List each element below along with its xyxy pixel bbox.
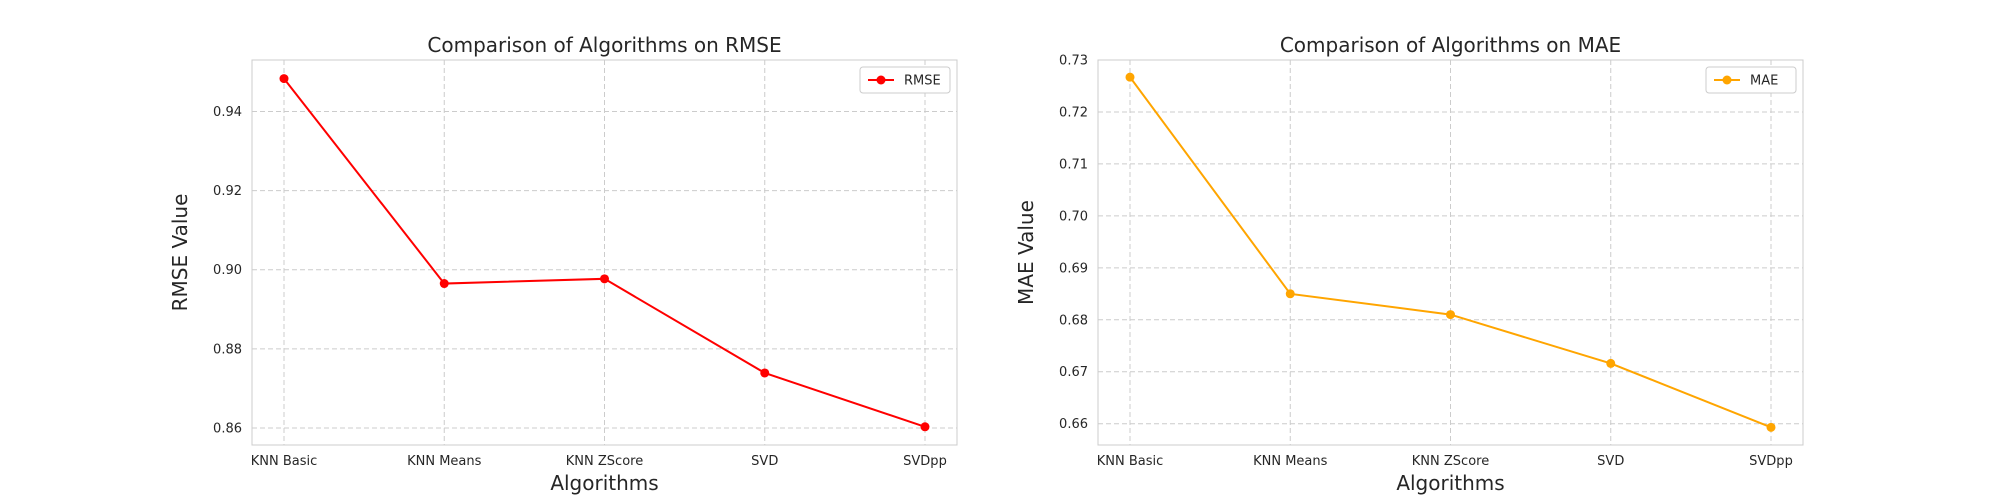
x-axis-label: Algorithms: [1396, 471, 1504, 495]
legend-box: [859, 66, 951, 94]
rmse-chart: Comparison of Algorithms on RMSE KNN Bas…: [168, 33, 958, 495]
legend: RMSE: [859, 66, 951, 94]
x-tick-label: KNN Basic: [1097, 454, 1164, 469]
x-tick-label: KNN ZScore: [1412, 454, 1489, 469]
x-tick-labels: KNN Basic KNN Means KNN ZScore SVD SVDpp: [1097, 454, 1793, 469]
y-axis-label: MAE Value: [1014, 200, 1038, 305]
y-gridlines: [1098, 59, 1803, 425]
y-tick-label: 0.66: [1059, 417, 1088, 432]
data-point: [600, 274, 609, 284]
data-point: [920, 422, 930, 432]
y-tick-label: 0.72: [1059, 105, 1088, 120]
chart-title: Comparison of Algorithms on RMSE: [427, 33, 781, 57]
x-gridlines: [283, 60, 926, 445]
x-tick-label: SVD: [751, 454, 778, 469]
legend-box: [1705, 66, 1797, 94]
y-axis-label: RMSE Value: [168, 194, 192, 312]
y-tick-label: 0.69: [1059, 261, 1088, 276]
y-tick-label: 0.68: [1059, 313, 1088, 328]
data-point: [279, 74, 289, 84]
x-gridlines: [1129, 60, 1772, 445]
data-point: [1766, 422, 1776, 432]
x-axis-label: Algorithms: [550, 471, 658, 495]
data-point: [1285, 289, 1295, 299]
legend-label: RMSE: [904, 74, 941, 89]
x-tick-labels: KNN Basic KNN Means KNN ZScore SVD SVDpp: [251, 454, 947, 469]
data-point: [439, 279, 449, 289]
legend: MAE: [1705, 66, 1797, 94]
series-layer: [279, 74, 930, 432]
y-tick-label: 0.73: [1059, 54, 1088, 69]
series-layer: [1125, 72, 1776, 432]
chart-title: Comparison of Algorithms on MAE: [1280, 33, 1621, 57]
data-point: [1125, 72, 1135, 82]
y-tick-labels: 0.66 0.67 0.68 0.69 0.70 0.71 0.72 0.73: [1059, 54, 1088, 433]
legend-marker: [1722, 75, 1732, 85]
y-tick-label: 0.94: [213, 105, 242, 120]
y-gridlines: [252, 110, 957, 429]
legend-marker: [876, 75, 886, 85]
y-tick-labels: 0.86 0.88 0.90 0.92 0.94: [213, 105, 242, 437]
x-tick-label: KNN Means: [1253, 454, 1328, 469]
y-tick-label: 0.90: [213, 263, 242, 278]
y-tick-label: 0.67: [1059, 365, 1088, 380]
y-tick-label: 0.86: [213, 421, 242, 436]
x-tick-label: KNN Means: [407, 454, 482, 469]
x-tick-label: SVD: [1597, 454, 1624, 469]
y-tick-label: 0.70: [1059, 209, 1088, 224]
y-tick-label: 0.92: [213, 184, 242, 199]
data-point: [760, 368, 770, 378]
x-tick-label: SVDpp: [1749, 454, 1793, 469]
data-point: [1446, 310, 1455, 320]
y-tick-label: 0.88: [213, 342, 242, 357]
legend-label: MAE: [1750, 74, 1778, 89]
y-tick-label: 0.71: [1059, 157, 1088, 172]
x-tick-label: KNN ZScore: [566, 454, 643, 469]
x-tick-label: SVDpp: [903, 454, 947, 469]
data-point: [1606, 358, 1616, 368]
mae-chart: Comparison of Algorithms on MAE KNN Basi…: [1014, 33, 1804, 495]
x-tick-label: KNN Basic: [251, 454, 318, 469]
